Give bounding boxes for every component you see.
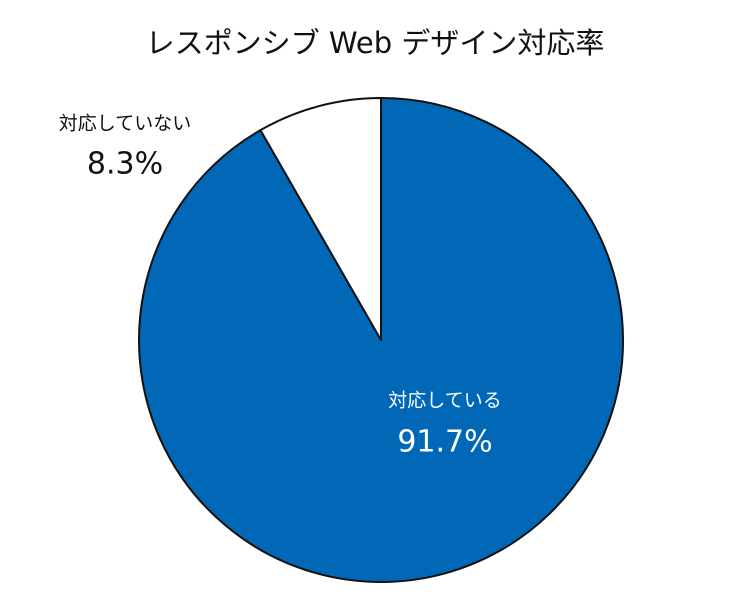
pie-slice [259, 97, 382, 341]
slice-label: 対応している [388, 390, 501, 412]
value-label: 91.7% [397, 425, 492, 460]
slice-label: 対応していない [59, 113, 191, 135]
value-label: 8.3% [87, 147, 163, 182]
chart-title: レスポンシブ Web デザイン対応率 [146, 26, 605, 60]
